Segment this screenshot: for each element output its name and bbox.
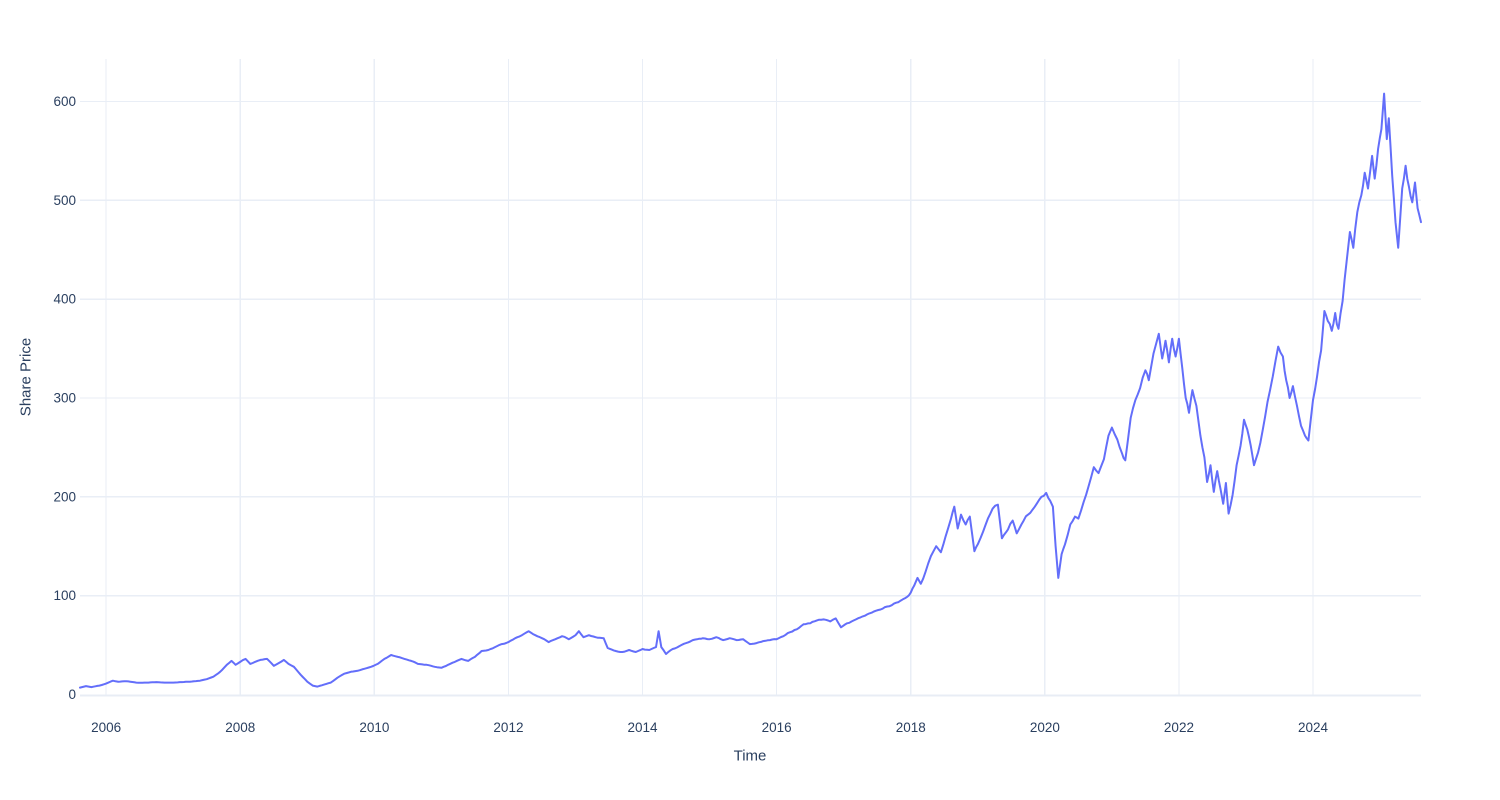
y-tick-label: 100 — [53, 588, 76, 603]
y-tick-label: 200 — [53, 489, 76, 504]
y-gridlines — [80, 100, 1421, 597]
y-tick-labels: 0 100 200 300 400 500 600 — [53, 94, 76, 702]
price-series — [79, 92, 1422, 689]
x-tick-label: 2016 — [762, 720, 792, 735]
x-tick-label: 2018 — [896, 720, 926, 735]
x-gridlines — [105, 59, 1314, 696]
x-tick-label: 2006 — [91, 720, 121, 735]
x-tick-label: 2022 — [1164, 720, 1194, 735]
x-tick-label: 2024 — [1298, 720, 1329, 735]
y-axis-title: Share Price — [17, 337, 35, 417]
x-axis-title: Time — [733, 747, 767, 765]
x-tick-label: 2010 — [359, 720, 389, 735]
y-tick-label: 500 — [53, 193, 76, 208]
share-price-line — [79, 92, 1422, 689]
x-tick-labels: 2006 2008 2010 2012 2014 2016 2018 2020 2022 2024 — [91, 720, 1328, 735]
y-tick-label: 400 — [53, 292, 76, 307]
x-tick-label: 2014 — [628, 720, 659, 735]
x-tick-label: 2020 — [1030, 720, 1060, 735]
y-tick-label: 300 — [53, 390, 76, 405]
x-tick-label: 2008 — [225, 720, 255, 735]
x-tick-label: 2012 — [493, 720, 523, 735]
y-tick-label: 0 — [68, 687, 76, 702]
y-tick-label: 600 — [53, 94, 76, 109]
